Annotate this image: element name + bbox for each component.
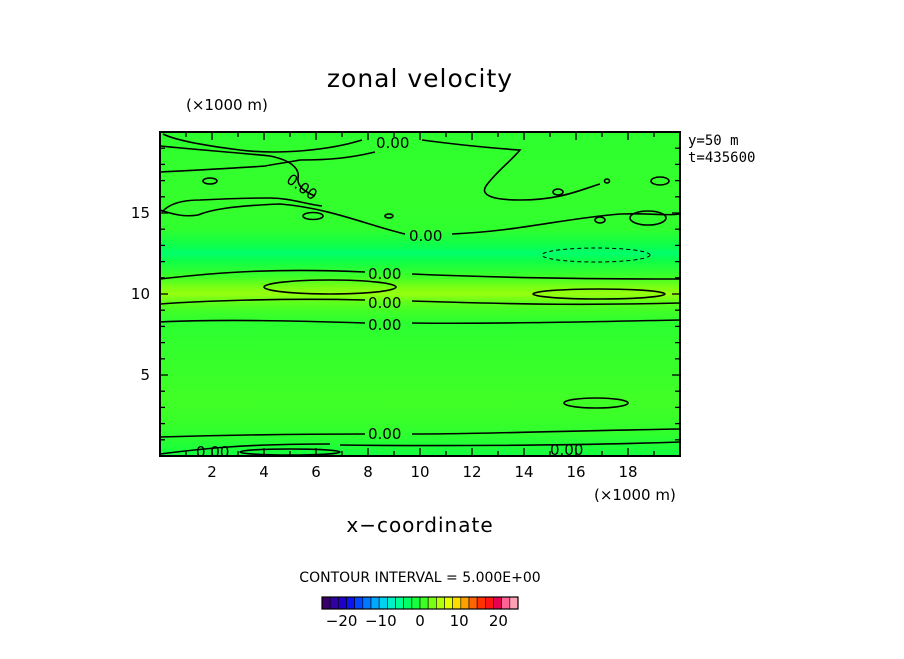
colorbar-swatch — [452, 596, 462, 610]
contour-line — [603, 178, 611, 184]
contour-line — [159, 319, 681, 325]
colorbar-swatch — [493, 596, 502, 610]
contour-line — [159, 441, 681, 455]
chart-title: zonal velocity — [327, 64, 513, 93]
colorbar-tick-label: −20 — [326, 612, 358, 630]
contour-line — [552, 188, 564, 196]
y-tick-label: 5 — [140, 366, 150, 384]
colorbar-swatch — [338, 596, 347, 610]
y-tick-labels: 5 10 15 — [131, 204, 150, 384]
colorbar-swatch — [378, 596, 388, 610]
x-tick-label: 10 — [410, 463, 429, 481]
colorbar-swatch — [427, 596, 437, 610]
contour-label: 0.00 — [196, 443, 229, 461]
contour-label: 0.00 — [368, 316, 401, 334]
contour-lines — [159, 133, 681, 456]
colorbar-swatch — [411, 596, 421, 610]
contour-label: 0.00 — [368, 265, 401, 283]
contour-label: 0.00 — [376, 134, 409, 152]
x-tick-label: 16 — [566, 463, 585, 481]
contour-line — [159, 298, 681, 306]
contour-line-negative — [541, 247, 651, 263]
contour-line — [263, 279, 397, 295]
contour-label: 0.00 — [409, 227, 442, 245]
colorbar-swatch — [501, 596, 511, 610]
contour-label: 0.00 — [550, 441, 583, 459]
x-axis-unit: (×1000 m) — [594, 486, 676, 504]
contour-line — [563, 397, 629, 409]
contour-line — [532, 288, 666, 300]
contour-label: 0.00 — [368, 294, 401, 312]
colorbar-swatch — [436, 596, 445, 610]
colorbar-swatch — [476, 596, 486, 610]
colorbar-swatch — [346, 596, 355, 610]
colorbar-tick-labels: −20 −10 0 10 20 — [326, 612, 508, 630]
x-tick-label: 12 — [462, 463, 481, 481]
contour-line — [629, 210, 667, 226]
contour-line — [302, 211, 324, 221]
contour-line — [159, 269, 681, 280]
contour-line — [384, 213, 394, 219]
colorbar-tick-label: 20 — [489, 612, 508, 630]
colorbar-swatch — [460, 596, 470, 610]
colorbar-swatch — [509, 596, 519, 610]
colorbar-swatch — [468, 596, 478, 610]
colorbar — [321, 596, 519, 610]
side-info-time: t=435600 — [688, 150, 755, 166]
contour-line — [159, 151, 376, 173]
axis-ticks — [160, 132, 680, 456]
colorbar-tick-label: 0 — [415, 612, 425, 630]
y-axis-unit: (×1000 m) — [186, 96, 268, 114]
colorbar-swatch — [354, 596, 364, 610]
x-tick-label: 14 — [514, 463, 533, 481]
colorbar-tick-label: −10 — [365, 612, 397, 630]
side-info-depth: y=50 m — [688, 133, 739, 149]
colorbar-swatch — [362, 596, 372, 610]
x-axis-label: x−coordinate — [346, 513, 493, 537]
contour-interval-label: CONTOUR INTERVAL = 5.000E+00 — [299, 570, 540, 586]
contour-line — [161, 197, 323, 213]
colorbar-swatch — [485, 596, 494, 610]
x-tick-label: 4 — [259, 463, 269, 481]
colorbar-frame — [321, 596, 519, 610]
contour-line — [159, 428, 681, 438]
contour-line — [202, 177, 218, 185]
colorbar-swatch — [395, 596, 404, 610]
contour-line — [594, 216, 606, 224]
colorbar-swatch — [321, 596, 331, 610]
colorbar-swatch — [444, 596, 453, 610]
x-tick-label: 18 — [618, 463, 637, 481]
colorbar-swatch — [370, 596, 380, 610]
contour-line — [162, 133, 601, 201]
x-tick-labels: 2 4 6 8 10 12 14 16 18 — [207, 463, 637, 481]
contour-label: 0.00 — [368, 425, 401, 443]
colorbar-tick-label: 10 — [450, 612, 469, 630]
colorbar-swatch — [419, 596, 429, 610]
contour-line — [159, 145, 316, 197]
x-tick-label: 8 — [363, 463, 373, 481]
x-tick-label: 2 — [207, 463, 217, 481]
colorbar-swatch — [403, 596, 413, 610]
colorbar-swatch — [387, 596, 396, 610]
y-tick-label: 10 — [131, 285, 150, 303]
contour-line — [650, 176, 670, 186]
contour-line — [159, 203, 681, 235]
x-tick-label: 6 — [311, 463, 321, 481]
colorbar-swatch — [329, 596, 339, 610]
y-tick-label: 15 — [131, 204, 150, 222]
